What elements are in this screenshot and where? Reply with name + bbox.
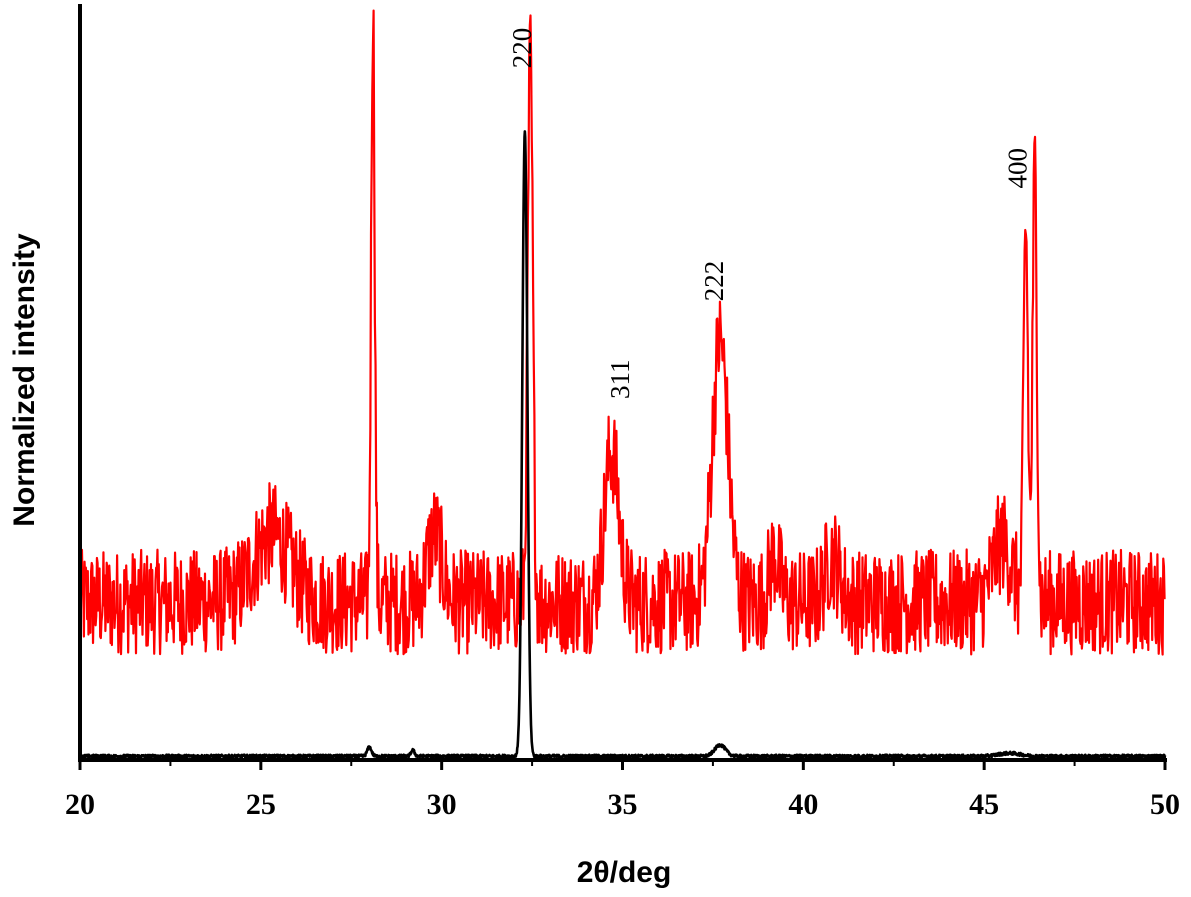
peak-label-311: 311 — [605, 360, 635, 400]
peak-label-220: 220 — [507, 28, 537, 69]
x-tick-label: 40 — [788, 788, 818, 821]
x-tick-label: 30 — [427, 788, 457, 821]
x-tick-label: 45 — [969, 788, 999, 821]
series-red-line — [78, 9, 1166, 656]
x-axis-title: 2θ/deg — [577, 856, 672, 889]
y-axis-title: Normalized intensity — [8, 233, 41, 527]
x-tick-label: 50 — [1150, 788, 1180, 821]
peak-label-222: 222 — [699, 261, 729, 302]
annotation-layer: 220 311 222 400 — [507, 28, 1032, 399]
peak-label-400: 400 — [1003, 148, 1033, 189]
x-tick-label: 20 — [65, 788, 95, 821]
x-tick-label: 25 — [246, 788, 276, 821]
axis-layer: 20 25 30 35 40 45 50 — [65, 4, 1180, 821]
series-black-line — [78, 130, 1167, 760]
series-layer — [78, 9, 1167, 760]
x-tick-label: 35 — [608, 788, 638, 821]
